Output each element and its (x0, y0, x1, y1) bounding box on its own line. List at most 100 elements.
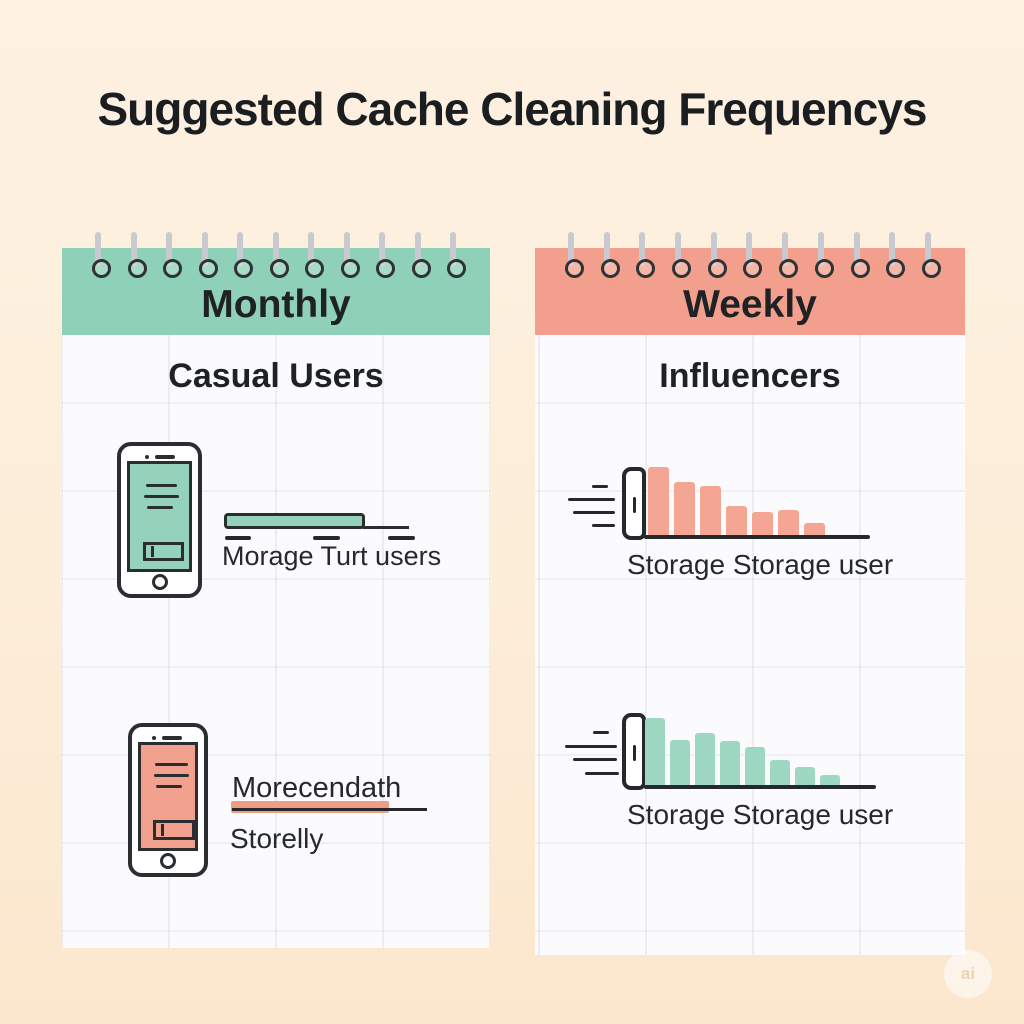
spiral-ring-icon (565, 232, 584, 278)
spiral-ring-icon (234, 232, 253, 278)
spiral-ring-icon (850, 232, 870, 278)
screen-text-line (147, 506, 173, 509)
speed-line (593, 731, 609, 734)
bar-chart (645, 717, 840, 787)
bar (795, 767, 815, 787)
bar (726, 506, 747, 537)
speed-line (592, 524, 615, 527)
weekly-item1-label: Storage Storage user (627, 549, 894, 580)
speed-line (573, 511, 615, 514)
spiral-binding (565, 232, 941, 278)
speed-lines-icon (568, 485, 628, 531)
monthly-card-body: Casual Users Morage Turt (62, 335, 490, 948)
phone-speaker-dot-icon (145, 455, 149, 459)
spiral-ring-icon (269, 232, 289, 278)
spiral-ring-icon (921, 232, 941, 278)
screen-text-line (146, 484, 177, 487)
spiral-binding (92, 232, 466, 278)
weekly-subtitle: Influencers (659, 357, 841, 395)
bar (804, 523, 825, 537)
screen-text-line (154, 774, 189, 777)
spiral-ring-icon (886, 232, 906, 278)
spiral-ring-icon (411, 232, 431, 278)
bar (752, 512, 773, 537)
axis-tick (388, 536, 415, 540)
phone-side-icon (622, 713, 646, 790)
phone-speaker-dash-icon (162, 736, 182, 740)
weekly-card: Weekly Influencers Storage Storage user (535, 232, 965, 955)
speed-line (573, 758, 617, 761)
storage-bar-axis-line (363, 526, 409, 529)
weekly-card-header: Weekly (535, 232, 965, 335)
bar (700, 486, 721, 537)
bar (820, 775, 840, 787)
screen-text-line (156, 785, 182, 788)
screen-text-line (155, 763, 188, 766)
underline-rule (232, 808, 427, 811)
storage-meter-icon (153, 820, 195, 840)
axis-tick (313, 536, 340, 540)
weekly-card-body: Influencers Storage Storage user (535, 335, 965, 955)
bar (674, 482, 695, 537)
spiral-ring-icon (305, 232, 324, 278)
spiral-ring-icon (743, 232, 763, 278)
spiral-ring-icon (814, 232, 834, 278)
meter-divider (161, 824, 164, 836)
spiral-ring-icon (340, 232, 360, 278)
storage-bar-icon (224, 513, 365, 529)
bar (645, 718, 665, 787)
page-title: Suggested Cache Cleaning Frequencys (97, 83, 927, 135)
speed-line (568, 498, 615, 501)
spiral-ring-icon (636, 232, 656, 278)
phone-speaker-dash-icon (155, 455, 175, 459)
spiral-ring-icon (127, 232, 147, 278)
home-button-icon (160, 853, 176, 869)
phone-side-icon (622, 467, 646, 540)
spiral-ring-icon (672, 232, 692, 278)
speed-line (585, 772, 619, 775)
phone-icon (128, 723, 208, 877)
speed-line (565, 745, 617, 748)
bar (770, 760, 790, 787)
phone-screen (127, 461, 192, 572)
bar (670, 740, 690, 787)
chart-baseline (644, 785, 876, 789)
bar (695, 733, 715, 787)
monthly-header-label: Monthly (201, 283, 351, 326)
axis-tick (225, 536, 251, 540)
monthly-card: Monthly Casual Users (62, 232, 490, 948)
spiral-ring-icon (600, 232, 620, 278)
monthly-card-header: Monthly (62, 232, 490, 335)
spiral-ring-icon (779, 232, 799, 278)
weekly-item2-label: Storage Storage user (627, 799, 894, 830)
monthly-subtitle: Casual Users (168, 357, 384, 395)
home-button-icon (151, 574, 168, 590)
monthly-item2-label: Morecendath (232, 772, 402, 804)
spiral-ring-icon (707, 232, 727, 278)
chart-baseline (644, 535, 870, 539)
phone-speaker-dot-icon (152, 736, 156, 740)
ai-watermark-badge: ai (944, 950, 992, 998)
monthly-item2-sublabel: Storelly (230, 823, 324, 854)
phone-icon (117, 442, 202, 598)
spiral-ring-icon (376, 232, 395, 278)
phone-button-slit (633, 497, 636, 513)
bar-chart (648, 465, 825, 537)
phone-button-slit (633, 745, 636, 761)
spiral-ring-icon (163, 232, 182, 278)
weekly-header-label: Weekly (683, 283, 817, 326)
speed-line (592, 485, 608, 488)
bar (745, 747, 765, 787)
speed-lines-icon (563, 731, 623, 777)
phone-screen (138, 742, 198, 851)
storage-meter-icon (143, 542, 184, 561)
bar (720, 741, 740, 787)
monthly-item1-label: Morage Turt users (222, 541, 442, 571)
spiral-ring-icon (92, 232, 111, 278)
screen-text-line (144, 495, 179, 498)
bar (778, 510, 799, 537)
spiral-ring-icon (198, 232, 218, 278)
bar (648, 467, 669, 537)
meter-divider (151, 546, 154, 557)
